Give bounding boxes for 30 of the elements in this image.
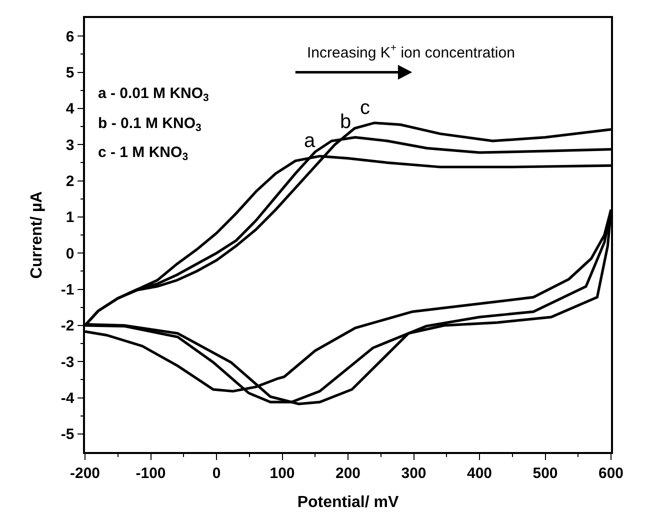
series-label: b — [340, 111, 352, 133]
y-tick-label: -4 — [60, 390, 75, 407]
series-label: a — [304, 130, 316, 152]
y-tick-label: 0 — [66, 245, 74, 262]
y-axis-title: Current/ µA — [28, 190, 46, 279]
y-tick-label: 3 — [66, 136, 74, 154]
y-tick-label: -2 — [60, 318, 74, 335]
x-tick-label: 300 — [401, 464, 426, 482]
y-tick-label: -3 — [60, 354, 74, 371]
y-tick-label: 4 — [66, 100, 75, 118]
x-tick-label: 400 — [466, 464, 492, 482]
y-tick-label: 5 — [66, 64, 74, 82]
y-tick-label: 1 — [66, 209, 74, 226]
x-tick-label: -100 — [136, 464, 166, 482]
x-tick-label: 500 — [532, 464, 558, 482]
x-tick-label: -200 — [70, 464, 100, 482]
x-axis-title: Potential/ mV — [297, 494, 399, 511]
y-tick-label: -1 — [60, 282, 74, 298]
annotation: b - 0.1 M KNO$_{3}$ — [98, 115, 202, 134]
y-tick-label: 2 — [66, 173, 74, 190]
series-label: c — [360, 97, 370, 119]
annotation: Increasing K$^{+}$ ion concentration — [307, 42, 515, 62]
x-tick-label: 100 — [270, 464, 295, 482]
y-tick-label: -5 — [60, 426, 74, 444]
x-tick-label: 600 — [598, 464, 624, 482]
annotation: c - 1 M KNO$_{3}$ — [98, 144, 188, 164]
x-tick-label: 200 — [335, 464, 361, 482]
y-tick-label: 6 — [66, 28, 74, 46]
annotation: a - 0.01 M KNO$_{3}$ — [98, 85, 210, 104]
x-tick-label: 0 — [212, 464, 221, 482]
